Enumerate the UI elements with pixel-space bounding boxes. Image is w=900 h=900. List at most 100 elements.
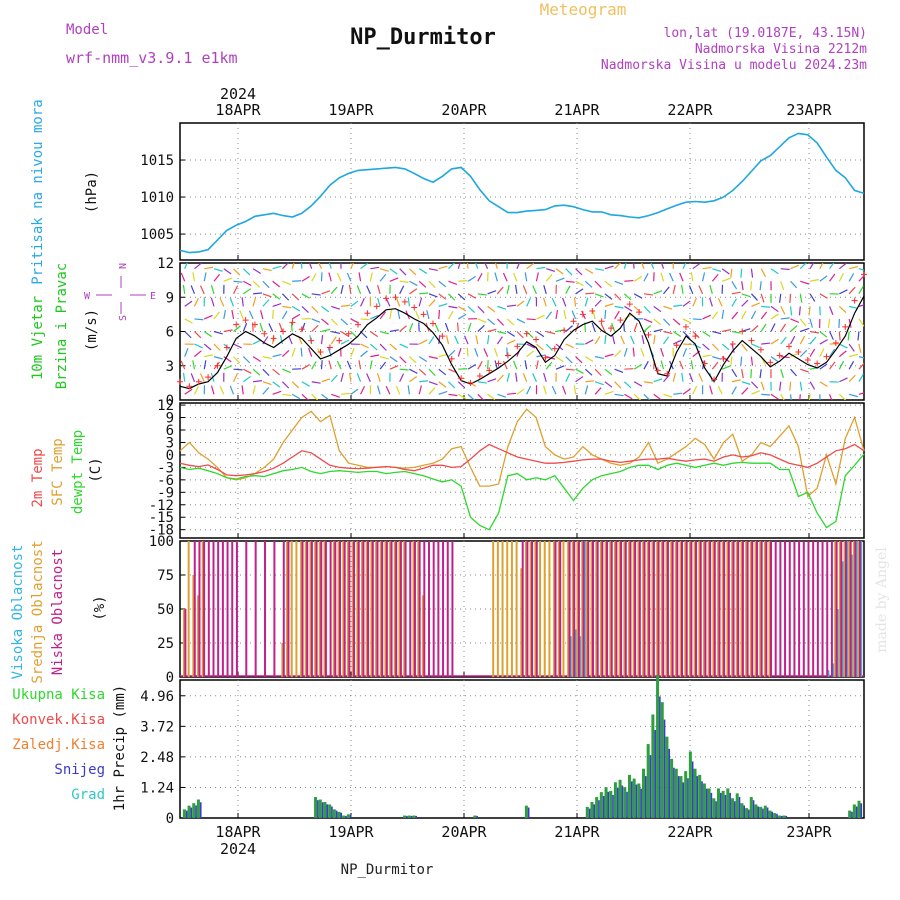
wind-arrow bbox=[438, 280, 447, 288]
cloud-mid-bar bbox=[656, 541, 659, 677]
wind-gust-marker bbox=[851, 297, 858, 304]
cloud-mid-bar bbox=[599, 541, 602, 677]
wind-arrow bbox=[819, 363, 828, 370]
wind-arrow bbox=[407, 385, 411, 395]
wind-arrow bbox=[750, 281, 753, 291]
wind-arrow bbox=[585, 268, 594, 274]
wind-arrow bbox=[415, 310, 420, 320]
cloud-mid-bar bbox=[618, 541, 621, 677]
wind-arrow bbox=[252, 268, 262, 274]
precip-ytick-2: 2.48 bbox=[140, 750, 174, 766]
wind-arrow bbox=[819, 339, 828, 345]
wind-arrow bbox=[663, 330, 673, 335]
precip-total-bar bbox=[665, 736, 669, 818]
cloud-mid-bar bbox=[553, 541, 556, 677]
wind-arrow bbox=[643, 393, 651, 400]
wind-arrow bbox=[848, 265, 859, 270]
wind-arrow bbox=[717, 385, 723, 395]
wind-gust-marker bbox=[233, 321, 240, 328]
wind-gust-marker bbox=[223, 344, 230, 351]
cloud-low-bar bbox=[760, 541, 763, 677]
cloud-low-bar bbox=[324, 541, 327, 677]
wind-arrow bbox=[340, 318, 349, 326]
top-date-label: 18APR bbox=[215, 101, 261, 119]
wind-arrows bbox=[180, 263, 864, 400]
wind-arrow bbox=[760, 293, 765, 303]
wind-arrow bbox=[584, 356, 594, 362]
wind-arrow bbox=[760, 381, 765, 391]
cloud-low-bar bbox=[774, 541, 777, 677]
wind-arrow bbox=[721, 309, 725, 320]
wind-arrow bbox=[679, 272, 684, 282]
wind-arrow bbox=[300, 263, 303, 269]
cloud-mid-bar bbox=[623, 541, 626, 677]
cloud-low-bar bbox=[620, 541, 623, 677]
cloud-mid-bar bbox=[571, 541, 574, 677]
cloud-low-bar bbox=[573, 541, 576, 677]
cloud-mid-bar bbox=[674, 541, 677, 677]
precip-total-bar bbox=[857, 800, 861, 818]
wind-arrow bbox=[790, 264, 800, 270]
wind-arrow bbox=[241, 385, 244, 395]
cloud-mid-bar bbox=[567, 541, 570, 677]
precip-snow-bar bbox=[335, 810, 338, 818]
wind-arrow bbox=[829, 263, 835, 270]
wind-arrow bbox=[272, 280, 281, 288]
wind-arrow bbox=[210, 285, 215, 294]
wind-arrow bbox=[448, 263, 455, 270]
wind-arrow bbox=[350, 263, 354, 269]
wind-arrow bbox=[203, 360, 207, 370]
wind-gust-marker bbox=[458, 375, 465, 382]
wind-arrow bbox=[543, 285, 547, 294]
wind-arrow bbox=[448, 293, 456, 301]
wind-arrow bbox=[673, 392, 683, 395]
precip-snow-bar bbox=[785, 815, 788, 818]
precip-snow-bar bbox=[752, 800, 755, 818]
wind-arrow bbox=[819, 348, 825, 357]
pressure-panel: 1005 1010 1015 bbox=[140, 122, 865, 261]
wind-arrow bbox=[858, 343, 862, 353]
wind-arrow bbox=[379, 361, 387, 370]
wind-arrow bbox=[809, 381, 816, 390]
wind-arrow bbox=[858, 392, 864, 395]
year-top-label: 2024 bbox=[220, 85, 256, 103]
wind-arrow bbox=[702, 266, 712, 270]
wind-arrow bbox=[447, 310, 454, 320]
cloud-mid-bar bbox=[660, 541, 663, 677]
product-title: Meteogram bbox=[540, 0, 627, 19]
wind-arrow bbox=[800, 280, 810, 285]
wind-gust-marker bbox=[308, 337, 315, 344]
wind-arrow bbox=[653, 393, 662, 400]
wind-gust-marker bbox=[823, 353, 830, 360]
wind-arrow bbox=[829, 306, 834, 315]
wind-arrow bbox=[731, 343, 735, 353]
wind-arrow bbox=[526, 297, 531, 307]
temp-ylabel-2: SFC Temp bbox=[50, 438, 66, 505]
wind-arrow bbox=[555, 356, 564, 363]
wind-arrow bbox=[408, 322, 414, 332]
cloud-low-bar bbox=[615, 541, 618, 677]
cloud-mid-bar bbox=[707, 541, 710, 677]
wind-arrow bbox=[456, 322, 459, 332]
wind-arrow bbox=[233, 325, 241, 332]
wind-arrow bbox=[379, 356, 389, 360]
wind-arrow bbox=[594, 336, 601, 345]
precip-total-bar bbox=[590, 801, 594, 818]
cloud-low-bar bbox=[718, 541, 721, 677]
cloud-low-bar bbox=[353, 541, 356, 677]
wind-arrow bbox=[623, 322, 625, 332]
wind-arrow bbox=[573, 297, 577, 307]
wind-arrow bbox=[262, 381, 272, 386]
wind-arrow bbox=[370, 266, 380, 270]
wind-arrow bbox=[632, 347, 635, 357]
wind-arrow bbox=[799, 394, 801, 400]
wind-arrow bbox=[467, 275, 476, 282]
wind-arrow bbox=[692, 263, 701, 270]
cloud-mid-bar bbox=[852, 541, 855, 677]
precip-snow-bar bbox=[701, 781, 703, 818]
wind-arrow bbox=[524, 360, 528, 370]
precip-snow-bar bbox=[598, 800, 600, 818]
wind-arrow bbox=[565, 285, 571, 295]
wind-arrow bbox=[300, 347, 303, 357]
precip-total-bar bbox=[595, 797, 599, 818]
